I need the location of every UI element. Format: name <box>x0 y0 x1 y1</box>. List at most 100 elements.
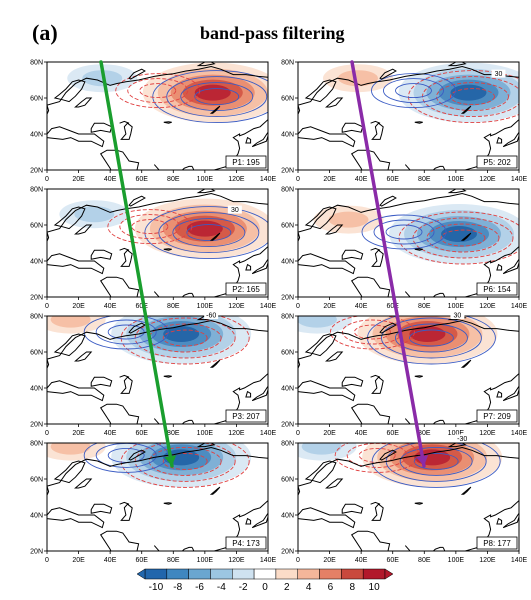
colorbar-swatch <box>188 568 211 580</box>
anomaly-shading <box>328 211 369 228</box>
coastline <box>53 333 86 357</box>
colorbar-tick-label: 0 <box>262 582 268 593</box>
anomaly-shading <box>50 443 91 455</box>
coastline <box>496 390 503 398</box>
lon-tick-label: 120E <box>479 430 496 437</box>
coastline <box>502 131 519 148</box>
trajectory-right <box>350 60 429 468</box>
lon-tick-label: 0 <box>296 557 300 564</box>
coastline <box>163 375 172 378</box>
coastline <box>128 449 146 461</box>
panel-label-box <box>225 282 267 296</box>
lon-tick-label: 80E <box>167 557 180 564</box>
colorbar-tick-label: 2 <box>284 582 290 593</box>
contour-line <box>194 88 240 106</box>
contour-label-box <box>491 69 506 78</box>
lon-tick-label: 0 <box>296 430 300 437</box>
lon-tick-label: 40E <box>104 557 117 564</box>
coastline <box>298 126 356 148</box>
lon-tick-label: 120E <box>479 557 496 564</box>
coastline <box>47 231 50 242</box>
lat-tick-label: 80N <box>281 314 294 321</box>
contour-line <box>440 229 486 247</box>
contour-line <box>148 323 222 353</box>
lon-tick-label: 20E <box>323 430 336 437</box>
coastline <box>99 276 140 297</box>
lon-tick-label: 80E <box>167 176 180 183</box>
lon-tick-label: 20E <box>323 303 336 310</box>
contour-line <box>408 329 454 347</box>
lon-tick-label: 80E <box>418 303 431 310</box>
coastline <box>90 376 113 387</box>
lon-tick-label: 20E <box>72 557 85 564</box>
contour-line <box>385 224 423 240</box>
contour-line <box>166 76 268 118</box>
coastline <box>304 333 337 357</box>
colorbar-swatch <box>275 568 298 580</box>
contour-line <box>180 82 254 112</box>
lon-tick-label: 60E <box>386 176 399 183</box>
lat-tick-label: 60N <box>30 350 43 357</box>
coastline <box>414 502 423 505</box>
lon-tick-label: 80E <box>167 303 180 310</box>
lon-tick-label: 60E <box>135 176 148 183</box>
panel-frame <box>46 315 269 425</box>
lat-tick-label: 20N <box>30 168 43 175</box>
colorbar-swatch <box>210 568 233 580</box>
contour-line <box>394 323 468 353</box>
coastline <box>163 121 172 124</box>
colorbar-swatch <box>362 568 386 580</box>
coastline <box>196 443 216 448</box>
panel-label-box <box>476 155 518 169</box>
coastline <box>128 195 146 207</box>
coastline <box>379 322 397 334</box>
lat-tick-label: 60N <box>30 223 43 230</box>
coastline <box>447 62 467 67</box>
contour-line <box>383 78 444 104</box>
coastline <box>325 224 344 235</box>
coastline <box>404 418 444 424</box>
coastline <box>47 380 105 402</box>
lon-tick-label: 20E <box>72 303 85 310</box>
anomaly-shading <box>337 70 378 87</box>
lon-tick-label: 80E <box>418 430 431 437</box>
panel-p3: P3: 207 -60 20N 40N 60N 80N 0 20E 40E 60E 80E 100E 1… <box>30 311 277 437</box>
contour-line <box>186 224 232 242</box>
panel-label: P6: 154 <box>483 285 511 294</box>
panel-p5: P5: 202 30 20N 40N 60N 80N 0 20E 40E 60E 80E 100E 12… <box>281 60 527 184</box>
figure-title: band-pass filtering <box>200 23 345 43</box>
panel-label: P2: 165 <box>232 285 260 294</box>
coastline <box>298 485 301 496</box>
lat-tick-label: 60N <box>30 477 43 484</box>
lon-tick-label: 120E <box>479 303 496 310</box>
panel-label-box <box>225 409 267 423</box>
lat-tick-label: 40N <box>30 132 43 139</box>
colorbar-tick-label: -8 <box>173 582 182 593</box>
panel-frame <box>297 188 520 298</box>
lon-tick-label: 140E <box>260 430 277 437</box>
trajectory-line <box>350 60 426 468</box>
coastline <box>251 512 268 529</box>
contour-line <box>120 443 250 488</box>
coastline <box>371 249 384 267</box>
colorbar-end-arrow <box>384 568 394 580</box>
lat-tick-label: 40N <box>30 259 43 266</box>
coastline <box>371 122 384 140</box>
lon-tick-label: 80E <box>418 557 431 564</box>
coastline <box>325 97 344 108</box>
lon-tick-label: 0 <box>45 303 49 310</box>
lat-tick-label: 20N <box>281 422 294 429</box>
colorbar-tick-label: -4 <box>217 582 226 593</box>
lat-tick-label: 80N <box>30 60 43 67</box>
contour-line <box>162 329 208 347</box>
lat-tick-label: 60N <box>281 350 294 357</box>
contour-label-box <box>450 311 465 319</box>
lat-tick-label: 40N <box>30 513 43 520</box>
panel-frame <box>46 442 269 552</box>
lat-tick-label: 60N <box>281 96 294 103</box>
contour-line <box>395 83 432 99</box>
colorbar-tick-label: 10 <box>369 582 381 593</box>
lon-tick-label: 40E <box>104 303 117 310</box>
colorbar-swatch <box>341 568 364 580</box>
coastline <box>209 359 221 368</box>
